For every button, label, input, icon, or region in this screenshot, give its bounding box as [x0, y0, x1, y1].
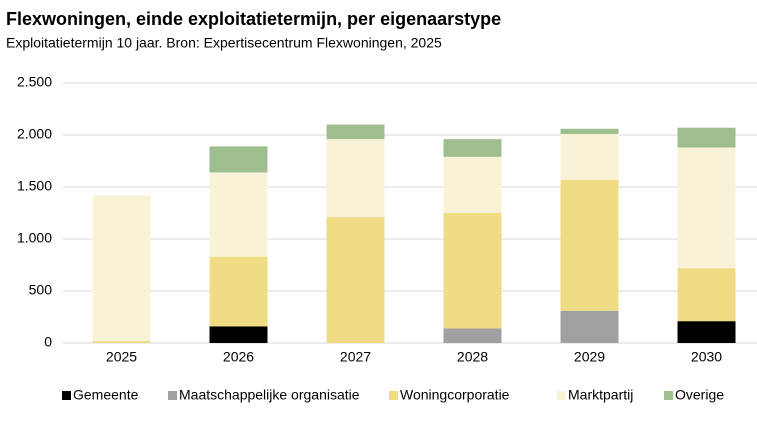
bar-segment	[209, 326, 268, 343]
legend-swatch	[168, 391, 177, 400]
x-tick-label: 2030	[691, 349, 722, 365]
legend-swatch	[664, 391, 673, 400]
bar-segment	[677, 321, 736, 343]
x-tick-label: 2025	[106, 349, 137, 365]
bar-segment	[677, 268, 736, 322]
x-tick-label: 2026	[223, 349, 254, 365]
x-tick-label: 2027	[340, 349, 371, 365]
y-tick-label: 0	[44, 334, 52, 350]
y-tick-label: 1.000	[17, 230, 52, 246]
legend-label: Overige	[675, 387, 724, 403]
y-tick-label: 500	[29, 282, 53, 298]
bar-segment	[443, 139, 502, 157]
bar-segment	[677, 147, 736, 269]
legend-swatch	[62, 391, 71, 400]
legend-swatch	[557, 391, 566, 400]
x-tick-label: 2029	[574, 349, 605, 365]
bar-segment	[209, 172, 268, 257]
bar-segment	[92, 340, 151, 343]
legend-label: Marktpartij	[568, 387, 633, 403]
bar-segment	[677, 127, 736, 148]
legend-label: Woningcorporatie	[400, 387, 510, 403]
y-tick-label: 1.500	[17, 178, 52, 194]
legend-label: Maatschappelijke organisatie	[179, 387, 360, 403]
chart-subtitle: Exploitatietermijn 10 jaar. Bron: Expert…	[6, 35, 442, 51]
bar-segment	[209, 256, 268, 327]
bar-segment	[560, 179, 619, 311]
bar-segment	[443, 328, 502, 343]
bar-segment	[326, 124, 385, 140]
y-tick-label: 2.000	[17, 126, 52, 142]
bar-segment	[92, 195, 151, 341]
bar-segment	[560, 128, 619, 134]
legend-label: Gemeente	[73, 387, 139, 403]
chart-title: Flexwoningen, einde exploitatietermijn, …	[6, 9, 501, 29]
bar-segment	[443, 156, 502, 213]
bar-segment	[209, 146, 268, 173]
bar-segment	[443, 213, 502, 329]
bar-segment	[560, 133, 619, 180]
y-tick-label: 2.500	[17, 74, 52, 90]
bar-segment	[326, 217, 385, 343]
bar-segment	[326, 139, 385, 218]
legend-swatch	[389, 391, 398, 400]
bar-segment	[560, 310, 619, 343]
x-tick-label: 2028	[457, 349, 488, 365]
